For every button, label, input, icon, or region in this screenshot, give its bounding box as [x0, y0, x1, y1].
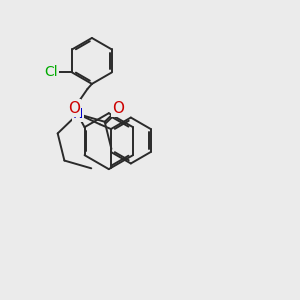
Text: N: N	[73, 107, 83, 121]
Text: O: O	[112, 101, 124, 116]
Text: Cl: Cl	[45, 65, 58, 80]
Text: O: O	[68, 100, 80, 116]
